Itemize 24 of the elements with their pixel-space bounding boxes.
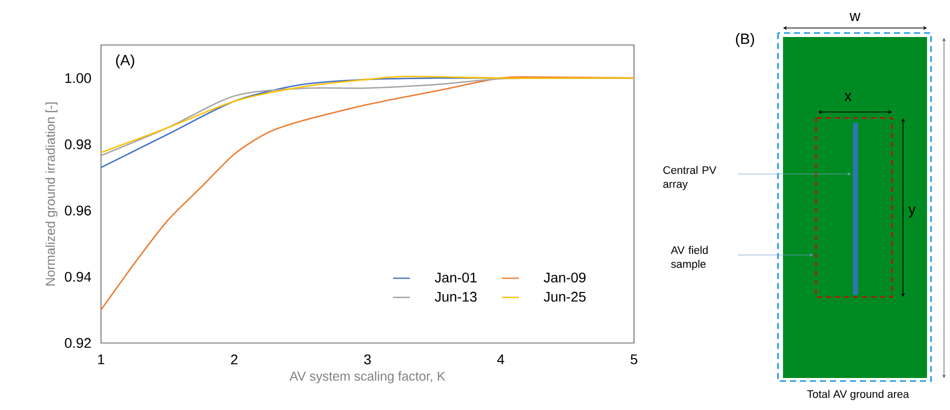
legend-label: Jan-01 — [434, 272, 477, 282]
legend-label: Jan-09 — [544, 272, 586, 282]
legend-label: Jun-25 — [544, 292, 586, 302]
text: w — [850, 13, 860, 21]
y-tick-label: 0.98 — [64, 139, 91, 150]
x-axis-title: AV system scaling factor, K — [290, 371, 446, 384]
x-tick-label: 4 — [497, 354, 504, 364]
text: Total AV ground area — [807, 390, 910, 400]
y-tick-label: 0.94 — [64, 272, 92, 282]
y-axis-title: Normalized ground irradiation [-] — [45, 102, 58, 286]
x-tick-label: 1 — [98, 354, 104, 364]
y-tick-label: 0.96 — [64, 206, 91, 216]
y-tick-label: 1.00 — [65, 73, 91, 84]
x-tick-label: 3 — [364, 354, 371, 364]
legend-label: Jun-13 — [434, 292, 477, 302]
x-tick-label: 2 — [231, 354, 238, 364]
text: y — [908, 206, 916, 218]
text: Central PV array — [663, 166, 716, 190]
x-tick-label: 5 — [630, 354, 638, 364]
text: AV field sample — [670, 246, 708, 270]
text: (A) — [116, 54, 134, 68]
text: (B) — [736, 33, 754, 47]
text: x — [844, 93, 852, 101]
y-tick-label: 0.92 — [64, 338, 91, 348]
